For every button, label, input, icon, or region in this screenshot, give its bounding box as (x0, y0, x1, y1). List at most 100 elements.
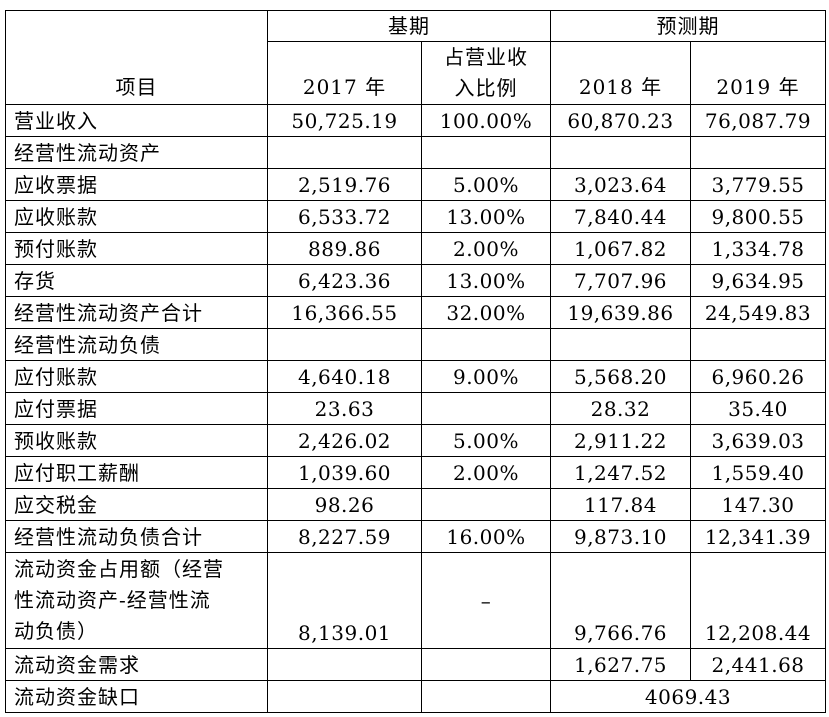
row-label: 应付账款 (5, 360, 268, 393)
row-label: 流动资金需求 (5, 648, 268, 681)
cell-2019: 9,634.95 (690, 264, 826, 297)
header-row-years: 2017 年 占营业收 入比例 2018 年 2019 年 (6, 41, 826, 105)
cell-2018: 5,568.20 (550, 360, 691, 393)
row-label: 存货 (5, 264, 268, 297)
row-label: 应付票据 (5, 392, 268, 425)
cell-2019: 3,639.03 (690, 424, 826, 457)
header-ratio-line1: 占营业收 (444, 45, 528, 69)
cell-ratio: 100.00% (421, 104, 551, 137)
cell-2019: 6,960.26 (690, 360, 826, 393)
cell-2017 (267, 680, 422, 713)
cell-ratio: 5.00% (421, 168, 551, 201)
table-row: 预付账款 889.86 2.00% 1,067.82 1,334.78 (5, 232, 826, 265)
header-ratio-line2: 入比例 (454, 76, 518, 100)
row-label: 预收账款 (5, 424, 268, 457)
cell-2019: 35.40 (690, 392, 826, 425)
table-row: 经营性流动资产合计 16,366.55 32.00% 19,639.86 24,549.… (5, 296, 826, 329)
cell-2019: 76,087.79 (690, 104, 826, 137)
header-base-period: 基期 (267, 10, 551, 42)
table-row: 应付账款 4,640.18 9.00% 5,568.20 6,960.26 (5, 360, 826, 393)
cell-2017: 2,519.76 (267, 168, 422, 201)
cell-2018: 60,870.23 (550, 104, 691, 137)
cell-2017: 2,426.02 (267, 424, 422, 457)
cell-2017: 16,366.55 (267, 296, 422, 329)
cell-2018: 7,840.44 (550, 200, 691, 233)
cell-2018: 2,911.22 (550, 424, 691, 457)
table-row: 营业收入 50,725.19 100.00% 60,870.23 76,087.79 (5, 104, 826, 137)
cell-2017: 6,533.72 (267, 200, 422, 233)
table-row-gap: 流动资金缺口 4069.43 (5, 680, 826, 713)
header-row-period: 项目 基期 预测期 (5, 10, 826, 105)
cell-ratio: 5.00% (421, 424, 551, 457)
cell-2017: 98.26 (267, 488, 422, 521)
row-label-working-capital: 流动资金占用额（经营 性流动资产-经营性流 动负债） (5, 552, 268, 649)
cell-ratio: 2.00% (421, 232, 551, 265)
cell-2017: 4,640.18 (267, 360, 422, 393)
cell-2019: 12,208.44 (690, 552, 826, 649)
cell-2019 (690, 328, 826, 361)
header-ratio: 占营业收 入比例 (421, 41, 551, 105)
cell-ratio (421, 680, 551, 713)
cell-2019: 2,441.68 (690, 648, 826, 681)
row-label: 应付职工薪酬 (5, 456, 268, 489)
cell-ratio: – (421, 552, 551, 649)
cell-2017: 6,423.36 (267, 264, 422, 297)
table-row: 经营性流动资产 (5, 136, 826, 169)
cell-2019: 147.30 (690, 488, 826, 521)
cell-2018: 1,067.82 (550, 232, 691, 265)
row-label-line: 动负债） (14, 619, 98, 643)
table-row-demand: 流动资金需求 1,627.75 2,441.68 (5, 648, 826, 681)
cell-ratio (421, 136, 551, 169)
cell-ratio: 9.00% (421, 360, 551, 393)
row-label-line: 流动资金占用额（经营 (14, 557, 224, 581)
cell-2018: 19,639.86 (550, 296, 691, 329)
row-label: 应交税金 (5, 488, 268, 521)
cell-2017 (267, 648, 422, 681)
cell-2019: 12,341.39 (690, 520, 826, 553)
cell-2017 (267, 328, 422, 361)
table-row: 存货 6,423.36 13.00% 7,707.96 9,634.95 (5, 264, 826, 297)
header-2017: 2017 年 (267, 41, 422, 105)
table-row: 应收账款 6,533.72 13.00% 7,840.44 9,800.55 (5, 200, 826, 233)
cell-ratio: 32.00% (421, 296, 551, 329)
cell-2017: 8,227.59 (267, 520, 422, 553)
table-row-working-capital: 流动资金占用额（经营 性流动资产-经营性流 动负债） 8,139.01–9,766.7… (5, 552, 826, 649)
header-2019: 2019 年 (690, 41, 826, 105)
table-row: 经营性流动负债 (5, 328, 826, 361)
cell-2019: 24,549.83 (690, 296, 826, 329)
cell-ratio (421, 392, 551, 425)
cell-2019: 1,334.78 (690, 232, 826, 265)
row-label: 经营性流动资产 (5, 136, 268, 169)
cell-2018 (550, 328, 691, 361)
cell-ratio: 13.00% (421, 264, 551, 297)
cell-2018: 117.84 (550, 488, 691, 521)
cell-2018: 7,707.96 (550, 264, 691, 297)
table-row: 经营性流动负债合计 8,227.59 16.00% 9,873.10 12,341.39 (5, 520, 826, 553)
table-row: 应交税金 98.26 117.84 147.30 (5, 488, 826, 521)
cell-ratio: 16.00% (421, 520, 551, 553)
cell-2018: 9,873.10 (550, 520, 691, 553)
cell-gap-merged: 4069.43 (550, 680, 826, 713)
header-forecast-period: 预测期 (550, 10, 826, 42)
row-label: 预付账款 (5, 232, 268, 265)
cell-2019 (690, 136, 826, 169)
cell-2017 (267, 136, 422, 169)
header-2018: 2018 年 (550, 41, 691, 105)
header-item: 项目 (5, 10, 268, 105)
row-label: 流动资金缺口 (5, 680, 268, 713)
working-capital-table: 项目 基期 预测期 2017 年 占营业收 入比例 2018 年 2019 年 … (5, 10, 826, 713)
cell-2018 (550, 136, 691, 169)
cell-2019: 3,779.55 (690, 168, 826, 201)
table-row: 应付职工薪酬 1,039.60 2.00% 1,247.52 1,559.40 (5, 456, 826, 489)
row-label: 经营性流动资产合计 (5, 296, 268, 329)
cell-2019: 1,559.40 (690, 456, 826, 489)
cell-2018: 1,247.52 (550, 456, 691, 489)
cell-2018: 3,023.64 (550, 168, 691, 201)
cell-2019: 9,800.55 (690, 200, 826, 233)
table-row: 预收账款 2,426.02 5.00% 2,911.22 3,639.03 (5, 424, 826, 457)
cell-2017: 889.86 (267, 232, 422, 265)
table-row: 应付票据 23.63 28.32 35.40 (5, 392, 826, 425)
cell-ratio: 2.00% (421, 456, 551, 489)
cell-2017: 1,039.60 (267, 456, 422, 489)
cell-ratio (421, 488, 551, 521)
